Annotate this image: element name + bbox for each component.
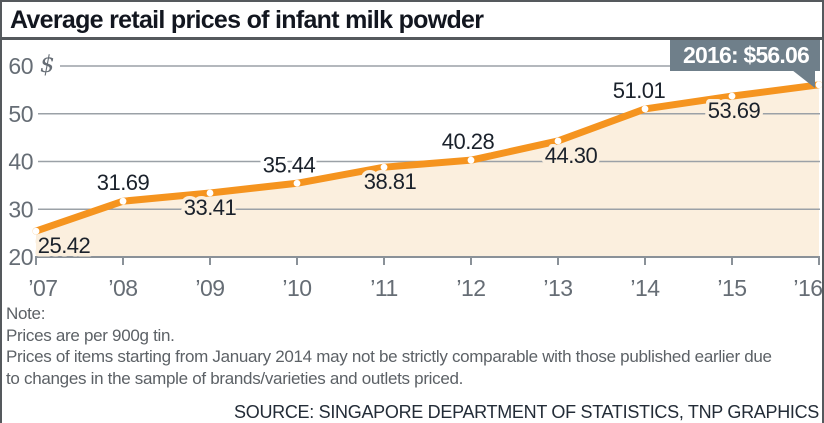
y-axis-label: 20 bbox=[8, 244, 33, 270]
data-label: 38.81 bbox=[364, 169, 417, 194]
data-label: 33.41 bbox=[184, 195, 237, 220]
note-heading: Note: bbox=[6, 304, 46, 323]
x-axis-label: ’15 bbox=[717, 275, 746, 301]
x-axis-label: ’11 bbox=[370, 275, 398, 301]
data-point-marker bbox=[32, 227, 40, 235]
x-axis-label: ’12 bbox=[456, 275, 485, 301]
title-divider bbox=[2, 37, 822, 40]
source-credit: SOURCE: SINGAPORE DEPARTMENT OF STATISTI… bbox=[234, 402, 819, 422]
data-label: 35.44 bbox=[263, 152, 316, 177]
data-point-marker bbox=[728, 92, 736, 100]
data-label: 51.01 bbox=[613, 78, 666, 103]
y-axis-label: 30 bbox=[8, 196, 33, 222]
note-block: Note: Prices are per 900g tin. Prices of… bbox=[6, 303, 818, 389]
data-point-marker bbox=[206, 189, 214, 197]
chart-title: Average retail prices of infant milk pow… bbox=[10, 6, 484, 34]
data-label: 40.28 bbox=[442, 129, 495, 154]
x-axis-label: ’10 bbox=[282, 275, 311, 301]
x-axis-label: ’07 bbox=[28, 275, 57, 301]
x-axis-label: ’16 bbox=[793, 275, 822, 301]
area-fill bbox=[36, 84, 819, 257]
data-point-marker bbox=[119, 197, 127, 205]
data-point-marker bbox=[293, 179, 301, 187]
data-label: 44.30 bbox=[545, 143, 598, 168]
note-line: to changes in the sample of brands/varie… bbox=[6, 368, 464, 388]
data-point-marker bbox=[641, 105, 649, 113]
y-axis-label: 50 bbox=[8, 101, 33, 127]
price-line bbox=[32, 81, 822, 235]
data-label: 25.42 bbox=[38, 233, 91, 258]
currency-symbol: $ bbox=[40, 52, 55, 78]
callout-pointer-icon bbox=[792, 70, 815, 88]
note-line: Prices are per 900g tin. bbox=[6, 325, 175, 345]
data-point-marker bbox=[467, 156, 475, 164]
y-axis-label: 60 bbox=[8, 53, 33, 79]
data-label: 53.69 bbox=[708, 98, 761, 123]
callout-text: 2016: $56.06 bbox=[683, 42, 810, 68]
data-point-marker bbox=[554, 137, 562, 145]
note-line: Prices of items starting from January 20… bbox=[6, 347, 772, 366]
y-axis-label: 40 bbox=[8, 149, 33, 175]
callout-2016: 2016: $56.06 bbox=[670, 40, 820, 71]
x-axis-label: ’09 bbox=[195, 275, 224, 301]
data-point-marker bbox=[815, 81, 822, 89]
x-axis-label: ’08 bbox=[108, 275, 137, 301]
x-axis-label: ’13 bbox=[543, 275, 572, 301]
data-point-marker bbox=[380, 163, 388, 171]
x-axis-label: ’14 bbox=[630, 275, 660, 301]
data-label: 31.69 bbox=[97, 170, 150, 195]
